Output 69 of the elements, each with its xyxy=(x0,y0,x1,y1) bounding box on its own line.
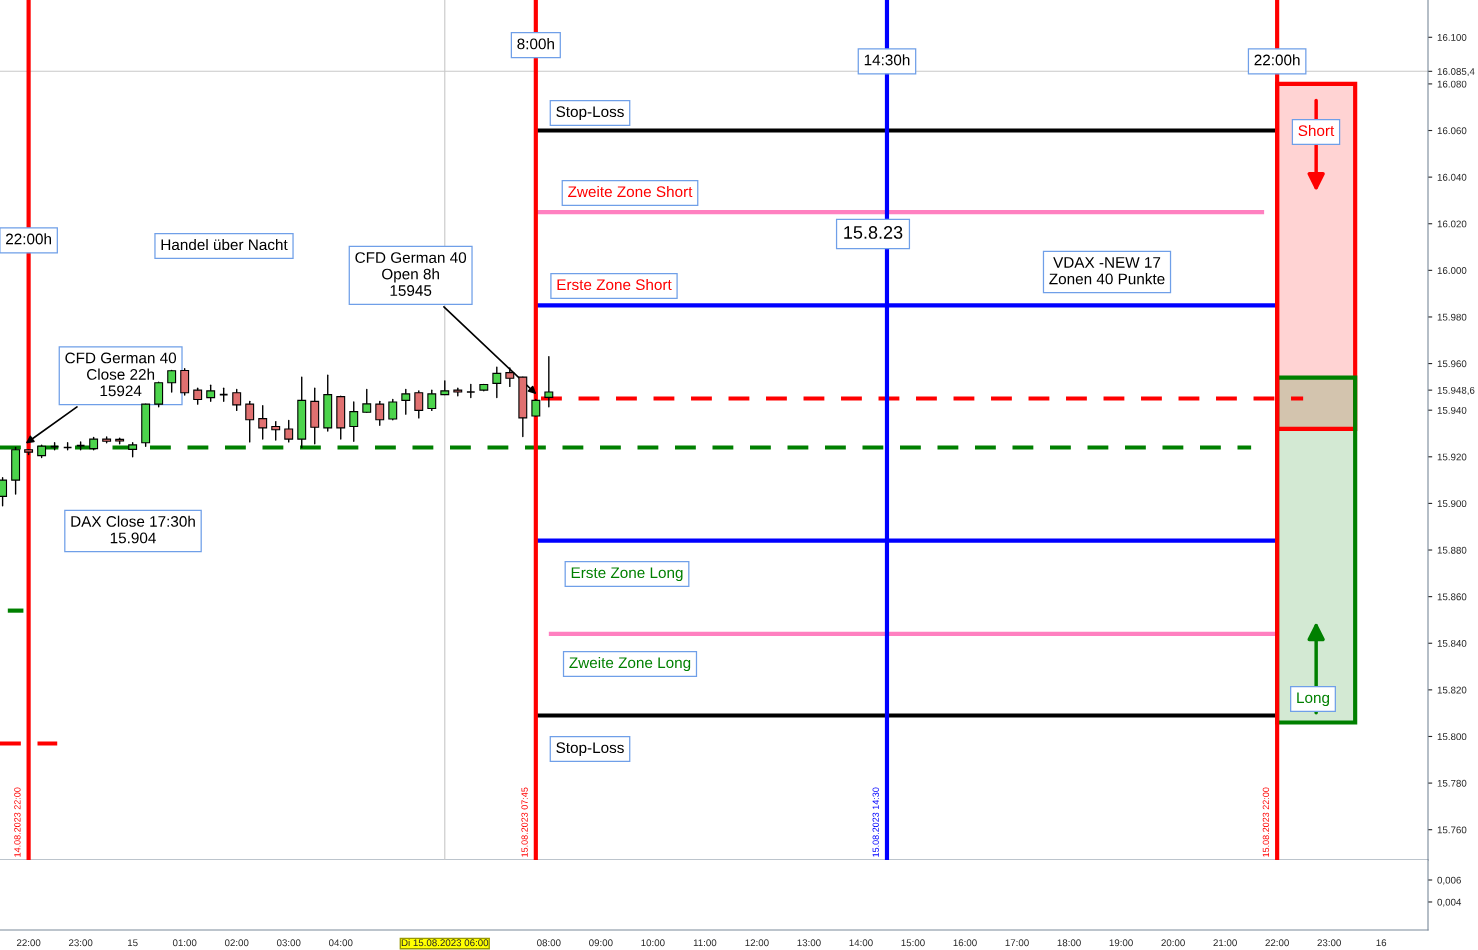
x-tick-label: 18:00 xyxy=(1057,939,1081,947)
x-tick-label: 01:00 xyxy=(172,939,197,947)
x-tick-label: 02:00 xyxy=(224,939,249,947)
x-tick-label: 10:00 xyxy=(641,939,665,947)
x-tick-label: 16:00 xyxy=(953,939,977,947)
x-tick-label: 14:00 xyxy=(849,939,873,947)
ref-line-label: 15.08.2023 14:30 xyxy=(872,787,879,857)
x-tick-label: 04:00 xyxy=(328,939,353,947)
x-tick-label: 08:00 xyxy=(537,939,561,947)
annotation: DAX Close 17:30h 15.904 xyxy=(71,515,195,544)
annotation: Zweite Zone Long xyxy=(569,656,691,672)
y-tick-label: 15.840 xyxy=(1437,639,1467,647)
y-tick-label: 15.960 xyxy=(1437,360,1467,368)
annotation: 14:30h xyxy=(864,54,910,66)
ref-line-label: 15.08.2023 07:45 xyxy=(521,787,528,857)
x-tick-label: 16 xyxy=(1376,939,1387,947)
annotation: 8:00h xyxy=(517,38,554,50)
annotation: 22:00h xyxy=(6,233,51,245)
annotation: Zweite Zone Short xyxy=(568,185,693,198)
annotation: CFD German 40 Close 22h 15924 xyxy=(65,352,177,397)
annotation: VDAX -NEW 17 Zonen 40 Punkte xyxy=(1049,257,1165,285)
y-tick-label: 15.948,6 xyxy=(1437,386,1475,395)
x-tick-label: 13:00 xyxy=(797,939,821,947)
x-tick-label: 12:00 xyxy=(745,939,769,947)
y-tick-label: 15.940 xyxy=(1437,406,1467,414)
x-tick-label: 20:00 xyxy=(1161,939,1185,947)
annotation: CFD German 40 Open 8h 15945 xyxy=(355,252,467,296)
y-tick-label: 15.980 xyxy=(1437,313,1467,321)
y-tick-label: 16.085,4 xyxy=(1437,68,1475,77)
y-tick-label: 16.040 xyxy=(1437,173,1467,181)
y-tick-label: 15.860 xyxy=(1437,593,1467,601)
x-tick-label: 11:00 xyxy=(693,939,717,947)
y-tick-label: 0,006 xyxy=(1437,876,1461,885)
x-tick-label: 09:00 xyxy=(589,939,613,947)
y-tick-label: 15.760 xyxy=(1437,826,1467,834)
annotation: Handel über Nacht xyxy=(161,238,288,251)
annotation: 15.8.23 xyxy=(844,226,903,239)
x-tick-label: 17:00 xyxy=(1005,939,1029,947)
annotation: Erste Zone Short xyxy=(557,278,672,291)
annotation: 22:00h xyxy=(1254,54,1300,66)
y-tick-label: 16.000 xyxy=(1437,267,1467,274)
x-tick-label: 15:00 xyxy=(901,939,925,947)
y-tick-label: 16.020 xyxy=(1437,220,1467,228)
x-tick-label: 22:00 xyxy=(16,939,41,947)
x-tick-label: 03:00 xyxy=(276,939,301,947)
y-tick-label: 15.880 xyxy=(1437,546,1467,554)
y-tick-label: 15.780 xyxy=(1437,779,1467,787)
x-tick-label: Di 15.08.2023 06:00 xyxy=(401,939,489,947)
x-tick-label: 22:00 xyxy=(1265,939,1289,947)
y-tick-label: 16.080 xyxy=(1437,80,1467,88)
y-tick-label: 15.900 xyxy=(1437,500,1467,508)
y-tick-label: 0,004 xyxy=(1437,898,1462,907)
y-tick-label: 15.920 xyxy=(1437,453,1467,461)
x-tick-label: 23:00 xyxy=(1317,939,1341,947)
x-tick-label: 23:00 xyxy=(68,939,93,947)
annotation: Short xyxy=(1298,124,1335,137)
annotation: Erste Zone Long xyxy=(571,567,683,582)
annotation: Stop-Loss xyxy=(556,742,624,757)
annotation: Stop-Loss xyxy=(556,106,624,121)
annotation: Long xyxy=(1297,692,1330,707)
x-tick-label: 21:00 xyxy=(1213,939,1237,947)
y-tick-label: 15.800 xyxy=(1437,733,1467,741)
y-tick-label: 16.060 xyxy=(1437,127,1467,135)
y-tick-label: 16.100 xyxy=(1437,34,1467,41)
ref-line-label: 14.08.2023 22:00 xyxy=(14,787,21,857)
y-tick-label: 15.820 xyxy=(1437,686,1467,694)
x-tick-label: 19:00 xyxy=(1109,939,1133,947)
x-tick-label: 15 xyxy=(127,939,138,947)
ref-line-label: 15.08.2023 22:00 xyxy=(1262,787,1270,857)
